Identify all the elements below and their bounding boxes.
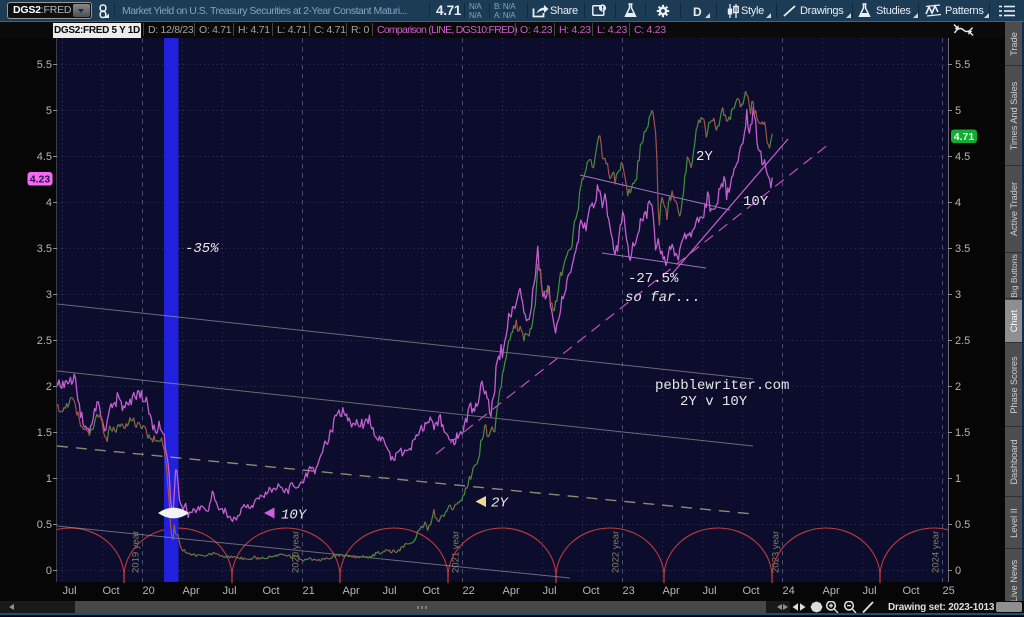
svg-text:0: 0 xyxy=(46,565,52,577)
svg-text:25: 25 xyxy=(943,585,955,597)
svg-text:Oct: Oct xyxy=(583,585,600,597)
svg-text:3.5: 3.5 xyxy=(37,243,52,255)
svg-text:2Y: 2Y xyxy=(491,496,509,512)
svg-text:22: 22 xyxy=(463,585,475,597)
svg-text:4.5: 4.5 xyxy=(37,151,52,163)
svg-text:2023 year: 2023 year xyxy=(771,531,782,573)
svg-text:3: 3 xyxy=(46,289,52,301)
svg-text:2.5: 2.5 xyxy=(955,335,970,347)
svg-text:0.5: 0.5 xyxy=(37,519,52,531)
svg-text:4: 4 xyxy=(955,197,961,209)
svg-text:Jul: Jul xyxy=(703,585,717,597)
svg-text:5.5: 5.5 xyxy=(955,59,970,71)
svg-text:Oct: Oct xyxy=(743,585,760,597)
svg-text:21: 21 xyxy=(303,585,315,597)
svg-text:2019 year: 2019 year xyxy=(131,531,142,573)
svg-text:Apr: Apr xyxy=(663,585,680,597)
svg-text:4.23: 4.23 xyxy=(30,174,51,186)
svg-text:1.5: 1.5 xyxy=(955,427,970,439)
svg-text:0.5: 0.5 xyxy=(955,519,970,531)
svg-text:so far...: so far... xyxy=(625,290,701,306)
svg-text:1: 1 xyxy=(955,473,961,485)
svg-text:2022 year: 2022 year xyxy=(611,531,622,573)
svg-text:3: 3 xyxy=(955,289,961,301)
svg-text:5.5: 5.5 xyxy=(37,59,52,71)
svg-text:pebblewriter.com: pebblewriter.com xyxy=(655,378,789,394)
svg-text:1: 1 xyxy=(46,473,52,485)
svg-text:Oct: Oct xyxy=(423,585,440,597)
svg-text:4.5: 4.5 xyxy=(955,151,970,163)
svg-text:10Y: 10Y xyxy=(743,194,769,210)
svg-text:2024 year: 2024 year xyxy=(931,531,942,573)
svg-text:2Y: 2Y xyxy=(696,149,713,165)
svg-text:Oct: Oct xyxy=(103,585,120,597)
svg-text:Apr: Apr xyxy=(183,585,200,597)
svg-text:10Y: 10Y xyxy=(281,508,308,524)
svg-text:3.5: 3.5 xyxy=(955,243,970,255)
svg-text:4: 4 xyxy=(46,197,52,209)
svg-text:2020 year: 2020 year xyxy=(291,531,302,573)
svg-text:Jul: Jul xyxy=(223,585,237,597)
svg-text:-35%: -35% xyxy=(185,241,219,257)
svg-text:Apr: Apr xyxy=(503,585,520,597)
svg-text:2: 2 xyxy=(46,381,52,393)
svg-text:2.5: 2.5 xyxy=(37,335,52,347)
svg-text:Jul: Jul xyxy=(863,585,877,597)
svg-text:5: 5 xyxy=(46,105,52,117)
svg-text:23: 23 xyxy=(623,585,635,597)
svg-text:-27.5%: -27.5% xyxy=(628,271,679,287)
svg-text:Oct: Oct xyxy=(263,585,280,597)
svg-text:Apr: Apr xyxy=(343,585,360,597)
svg-text:Jul: Jul xyxy=(543,585,557,597)
svg-text:20: 20 xyxy=(143,585,155,597)
svg-text:2: 2 xyxy=(955,381,961,393)
svg-text:5: 5 xyxy=(955,105,961,117)
svg-text:4.71: 4.71 xyxy=(954,131,975,143)
svg-text:Oct: Oct xyxy=(903,585,920,597)
svg-text:Jul: Jul xyxy=(63,585,77,597)
svg-text:Apr: Apr xyxy=(823,585,840,597)
svg-text:Jul: Jul xyxy=(383,585,397,597)
svg-text:0: 0 xyxy=(955,565,961,577)
svg-text:1.5: 1.5 xyxy=(37,427,52,439)
svg-text:2Y v 10Y: 2Y v 10Y xyxy=(680,394,748,410)
svg-text:24: 24 xyxy=(783,585,795,597)
